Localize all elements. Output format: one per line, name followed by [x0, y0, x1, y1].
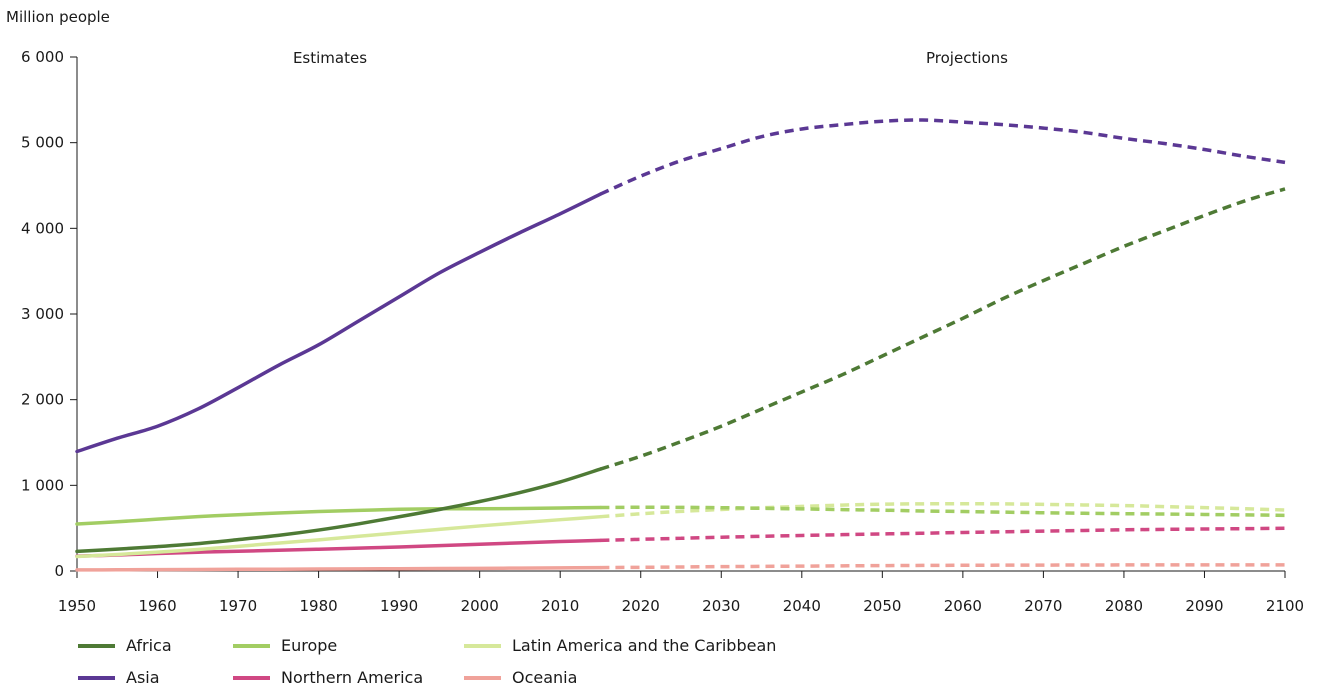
estimates-annotation: Estimates [293, 49, 367, 67]
series-line-europe-estimates [75, 505, 603, 526]
y-tick-label: 5 000 [21, 134, 64, 152]
legend: Africa Europe Latin America and the Caribb… [78, 636, 776, 687]
y-tick-label: 4 000 [21, 219, 64, 237]
legend-item-latin-america-and-the-caribbean: Latin America and the Caribbean [464, 636, 776, 655]
projections-annotation: Projections [926, 49, 1008, 67]
y-tick-label: 1 000 [21, 476, 64, 494]
legend-label: Africa [126, 636, 172, 655]
series-line-asia-projections [599, 118, 1286, 196]
x-tick-label: 1990 [380, 597, 418, 615]
legend-label: Northern America [281, 668, 423, 687]
axes: 0 1 000 2 000 3 000 4 000 5 000 6 000 1950 1960 1… [21, 48, 1304, 615]
x-tick-label: 1960 [138, 597, 176, 615]
x-tick-label: 2090 [1185, 597, 1223, 615]
series-line-northern-america-projections [600, 526, 1286, 543]
series-line-latin-america-and-the-caribbean-estimates [75, 514, 603, 559]
legend-label: Latin America and the Caribbean [512, 636, 776, 655]
series-line-oceania-estimates [75, 565, 603, 572]
x-tick-label: 2050 [863, 597, 901, 615]
y-tick-label: 3 000 [21, 305, 64, 323]
x-tick-label: 2010 [541, 597, 579, 615]
x-tick-label: 2070 [1024, 597, 1062, 615]
x-tick-label: 1980 [300, 597, 338, 615]
series-layer [75, 118, 1286, 572]
legend-label: Asia [126, 668, 160, 687]
legend-item-europe: Europe [233, 636, 337, 655]
legend-item-asia: Asia [78, 668, 160, 687]
y-tick-label: 2 000 [21, 391, 64, 409]
x-tick-label: 2030 [702, 597, 740, 615]
x-tick-label: 2100 [1266, 597, 1304, 615]
legend-label: Europe [281, 636, 337, 655]
series-line-africa-projections [599, 187, 1286, 471]
legend-item-northern-america: Northern America [233, 668, 423, 687]
series-line-asia-estimates [75, 192, 603, 454]
x-tick-label: 2000 [461, 597, 499, 615]
y-tick-label: 6 000 [21, 48, 64, 66]
x-tick-label: 2020 [622, 597, 660, 615]
x-tick-label: 2040 [783, 597, 821, 615]
legend-item-africa: Africa [78, 636, 172, 655]
series-line-latin-america-and-the-caribbean-projections [600, 501, 1286, 519]
y-axis-label: Million people [6, 8, 110, 26]
legend-item-oceania: Oceania [464, 668, 577, 687]
legend-label: Oceania [512, 668, 577, 687]
x-tick-label: 1970 [219, 597, 257, 615]
x-tick-label: 2060 [944, 597, 982, 615]
series-line-africa-estimates [75, 467, 603, 554]
series-line-oceania-projections [600, 563, 1285, 570]
x-tick-label: 2080 [1105, 597, 1143, 615]
y-tick-label: 0 [54, 562, 64, 580]
x-tick-label: 1950 [58, 597, 96, 615]
series-line-europe-projections [600, 505, 1286, 518]
